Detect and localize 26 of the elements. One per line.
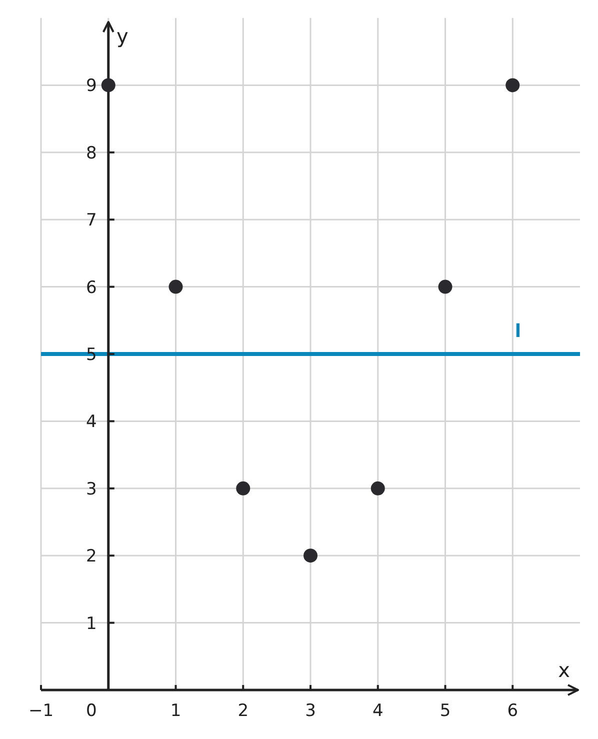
y-tick-label: 3 [86,479,97,500]
point [438,280,452,294]
x-tick-label: 3 [305,701,316,721]
y-tick-label: 1 [86,614,97,634]
y-tick-label: 9 [86,76,97,96]
x-axis-title: x [558,658,570,682]
x-tick-label: −1 [28,701,54,721]
y-tick-label: 7 [86,210,97,231]
x-tick-label: 2 [238,701,249,721]
ref-line-label: l [514,321,522,342]
y-tick-label: 6 [86,278,97,298]
y-tick-label: 2 [86,546,97,567]
point [370,481,385,496]
y-tick-label: 4 [86,412,97,432]
point [101,78,116,92]
point [236,481,250,496]
y-tick-label: 8 [86,143,97,164]
x-tick-label: 1 [170,701,182,721]
x-tick-label: 4 [372,701,384,721]
point [304,548,318,563]
point [168,280,183,294]
x-tick-label: 6 [507,701,518,721]
point [506,78,520,92]
x-tick-label: 5 [440,701,451,721]
y-axis-title: y [116,24,128,48]
x-tick-label: 0 [86,701,97,721]
